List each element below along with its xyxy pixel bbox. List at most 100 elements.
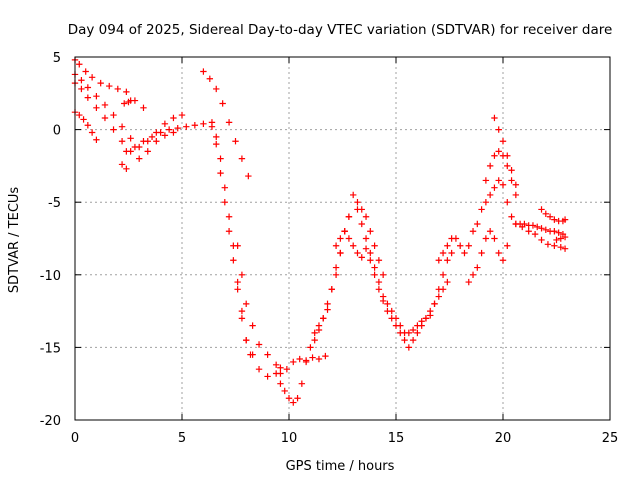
- data-point: [482, 199, 490, 206]
- data-point: [247, 351, 254, 358]
- data-point: [350, 191, 357, 199]
- data-point: [157, 129, 164, 136]
- data-point: [546, 213, 554, 220]
- data-point: [232, 138, 239, 145]
- data-point: [264, 351, 271, 358]
- data-point: [431, 300, 438, 308]
- data-point: [328, 286, 335, 293]
- data-point: [191, 122, 199, 129]
- data-point: [238, 315, 246, 322]
- data-point: [238, 155, 246, 162]
- data-point: [444, 278, 451, 286]
- data-point: [200, 120, 207, 127]
- data-point: [118, 138, 126, 145]
- data-point: [379, 293, 387, 300]
- data-point: [457, 242, 464, 249]
- data-point: [551, 228, 558, 235]
- data-point: [213, 133, 220, 141]
- data-point: [555, 229, 562, 236]
- data-point: [243, 300, 250, 308]
- data-point: [78, 77, 85, 84]
- data-point: [486, 191, 494, 199]
- x-tick-labels: 0 5 10 15 20 25: [71, 431, 618, 446]
- data-point: [337, 235, 344, 242]
- data-point: [82, 68, 89, 75]
- data-point: [337, 249, 344, 257]
- data-point: [245, 172, 252, 180]
- data-point: [131, 143, 139, 151]
- data-point: [504, 242, 511, 249]
- data-point: [474, 264, 481, 271]
- data-point: [221, 199, 228, 206]
- data-point: [200, 68, 207, 75]
- data-point: [315, 326, 323, 334]
- data-point: [499, 257, 507, 264]
- data-point: [277, 370, 284, 377]
- data-point: [495, 177, 502, 184]
- data-point: [76, 61, 83, 68]
- data-point: [439, 271, 447, 278]
- data-point: [255, 365, 263, 373]
- satellite-track-18: [482, 148, 520, 199]
- data-point: [553, 236, 560, 244]
- x-tick-label: 5: [178, 431, 186, 446]
- data-point: [165, 126, 173, 133]
- satellite-track-17: [435, 177, 567, 264]
- data-point: [362, 245, 370, 252]
- data-point: [367, 249, 374, 257]
- data-point: [121, 100, 128, 107]
- satellite-track-12: [277, 352, 329, 377]
- data-point: [375, 286, 383, 293]
- satellite-track-1: [71, 56, 147, 112]
- data-point: [478, 206, 485, 213]
- data-point: [174, 124, 181, 132]
- data-point: [508, 167, 515, 174]
- data-point: [358, 254, 365, 261]
- data-point: [127, 135, 134, 142]
- data-point: [277, 380, 284, 387]
- data-point: [422, 315, 430, 322]
- data-point: [311, 336, 318, 344]
- data-point: [281, 387, 288, 395]
- x-tick-label: 0: [71, 431, 79, 446]
- data-point: [561, 245, 569, 252]
- y-tick-label: -20: [40, 414, 61, 429]
- data-point: [277, 364, 284, 371]
- data-point: [371, 271, 378, 278]
- data-point: [409, 326, 417, 334]
- satellite-track-23: [553, 233, 569, 244]
- data-point: [206, 75, 214, 82]
- data-point: [371, 242, 378, 249]
- data-point: [345, 235, 353, 242]
- data-point: [512, 191, 520, 199]
- data-point: [80, 116, 87, 123]
- data-point: [354, 199, 361, 206]
- data-point: [439, 286, 447, 293]
- data-point: [427, 312, 434, 319]
- data-point: [127, 97, 134, 104]
- data-point: [123, 165, 130, 173]
- data-point: [225, 213, 233, 220]
- data-point: [243, 336, 250, 344]
- data-point: [161, 132, 169, 139]
- data-point: [345, 213, 353, 220]
- data-point: [217, 169, 224, 177]
- data-point: [531, 230, 539, 238]
- data-point: [332, 264, 340, 271]
- data-point: [461, 249, 468, 257]
- data-point: [110, 111, 117, 119]
- data-point: [561, 233, 569, 241]
- y-tick-label: -5: [48, 196, 61, 211]
- data-point: [551, 242, 558, 249]
- data-point: [354, 249, 361, 257]
- data-point: [486, 162, 494, 170]
- data-point: [309, 354, 316, 361]
- data-point: [538, 225, 545, 232]
- data-point: [219, 100, 226, 107]
- data-point: [379, 271, 387, 278]
- satellite-track-21: [512, 220, 569, 252]
- data-point: [322, 352, 329, 360]
- data-point: [465, 242, 472, 249]
- data-point: [448, 249, 455, 257]
